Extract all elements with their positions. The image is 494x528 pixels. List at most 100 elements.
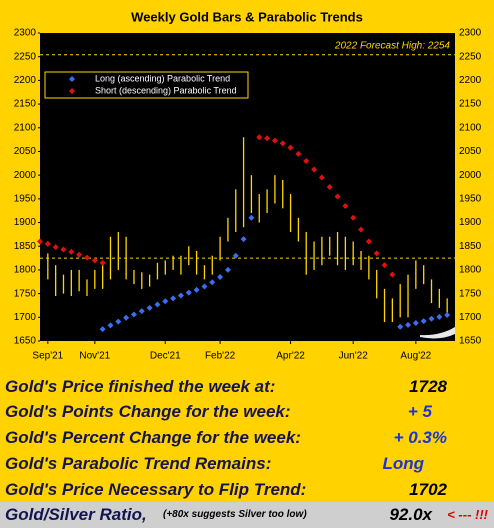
y-tick-label: 2000 (14, 170, 37, 181)
trend-dot (444, 311, 451, 318)
row: Gold's Price finished the week at: 1728 (0, 374, 494, 399)
x-tick-label: Sep'21 (32, 351, 63, 362)
trend-dot (248, 214, 255, 221)
x-tick-label: Feb'22 (205, 351, 236, 362)
y-tick-label: 2300 (459, 28, 482, 39)
trend-dot (326, 184, 333, 190)
trend-dot (60, 246, 67, 253)
row-value: + 0.3% (393, 428, 447, 447)
y-tick-label: 1900 (459, 217, 482, 228)
trend-dot (428, 315, 435, 322)
y-tick-label: 1650 (14, 336, 37, 347)
trend-dot (83, 254, 90, 261)
row-label: Gold's Price Necessary to Flip Trend: (5, 480, 307, 499)
trend-dot (334, 193, 341, 200)
row-label: Gold's Parabolic Trend Remains: (5, 454, 272, 473)
y-tick-label: 1700 (459, 312, 482, 323)
row-label: Gold's Price finished the week at: (5, 377, 276, 396)
row: Gold's Price Necessary to Flip Trend: 170… (0, 477, 494, 502)
trend-dot (350, 214, 357, 221)
y-tick-label: 1800 (14, 265, 37, 276)
trend-dot (68, 248, 75, 255)
y-tick-label: 2200 (459, 75, 482, 86)
trend-dot (412, 319, 419, 326)
y-tick-label: 1750 (14, 288, 37, 299)
y-tick-label: 2150 (459, 99, 482, 110)
trend-dot (365, 238, 372, 245)
trend-dot (436, 313, 443, 320)
trend-dot (256, 134, 263, 141)
trend-dot (240, 236, 247, 243)
y-tick-label: 1900 (14, 217, 37, 228)
trend-dot (287, 144, 294, 151)
trend-dot (389, 271, 396, 278)
y-tick-label: 2250 (459, 51, 482, 62)
trend-dot (279, 140, 286, 147)
trend-dot (52, 244, 59, 251)
trend-dot (271, 137, 278, 144)
trend-dot (224, 266, 231, 273)
trend-dot (318, 174, 325, 181)
x-tick-label: Nov'21 (79, 351, 110, 362)
row-value: + 5 (407, 402, 432, 421)
x-tick-label: Aug'22 (400, 351, 431, 362)
x-tick-label: Dec'21 (150, 351, 181, 362)
y-tick-label: 1950 (14, 193, 37, 204)
row-label: Gold's Points Change for the week: (5, 402, 291, 421)
y-tick-label: 1850 (459, 241, 482, 252)
trend-dot (130, 311, 137, 318)
row: Gold's Points Change for the week: + 5 (0, 399, 494, 424)
y-tick-label: 1950 (459, 193, 482, 204)
y-tick-label: 2100 (459, 122, 482, 133)
trend-dot (232, 252, 239, 259)
y-tick-label: 1800 (459, 265, 482, 276)
trend-dot (76, 251, 83, 258)
trend-dot (170, 295, 177, 302)
row-label: Gold's Percent Change for the week: (5, 428, 301, 447)
ratio-row: Gold/Silver Ratio, (+80x suggests Silver… (0, 502, 494, 528)
row-value: 1702 (409, 480, 447, 499)
trend-dot (405, 321, 412, 328)
trend-dot (138, 308, 145, 315)
trend-dot (303, 157, 310, 164)
y-tick-label: 2150 (14, 99, 37, 110)
y-tick-label: 1700 (14, 312, 37, 323)
trend-dot (99, 326, 106, 333)
row: Gold's Percent Change for the week: + 0.3… (0, 425, 494, 450)
row-value: 1728 (409, 377, 447, 396)
legend-label: Short (descending) Parabolic Trend (95, 85, 237, 95)
y-tick-label: 1850 (14, 241, 37, 252)
y-tick-label: 2200 (14, 75, 37, 86)
chart: Weekly Gold Bars & Parabolic Trends 1650… (14, 9, 482, 362)
trend-dot (295, 150, 302, 157)
row: Gold's Parabolic Trend Remains: Long (0, 451, 494, 476)
trend-dot (342, 202, 349, 209)
trend-dot (358, 226, 365, 233)
legend-marker (69, 76, 75, 82)
y-tick-label: 2250 (14, 51, 37, 62)
trend-dot (264, 135, 271, 142)
trend-dot (123, 314, 130, 321)
trend-dot (397, 323, 404, 330)
y-tick-label: 2050 (459, 146, 482, 157)
y-tick-label: 2000 (459, 170, 482, 181)
reference-label: 2022 Forecast High: 2254 (334, 40, 451, 51)
row-value: 92.0x (389, 505, 432, 524)
legend-label: Long (ascending) Parabolic Trend (95, 73, 230, 83)
trend-dot (107, 322, 114, 329)
trend-dot (217, 274, 224, 281)
trend-dot (37, 238, 43, 245)
trend-dot (154, 301, 161, 308)
swoosh (420, 327, 455, 339)
chart-title: Weekly Gold Bars & Parabolic Trends (131, 9, 363, 24)
trend-dot (44, 240, 51, 247)
trend-dot (420, 318, 427, 325)
row-note: (+80x suggests Silver too low) (163, 509, 307, 520)
trend-dot (373, 250, 380, 257)
legend-marker (69, 88, 75, 94)
trend-dot (99, 259, 106, 266)
trend-dot (185, 289, 192, 296)
trend-dot (311, 166, 318, 173)
row-label: Gold/Silver Ratio, (5, 505, 147, 524)
